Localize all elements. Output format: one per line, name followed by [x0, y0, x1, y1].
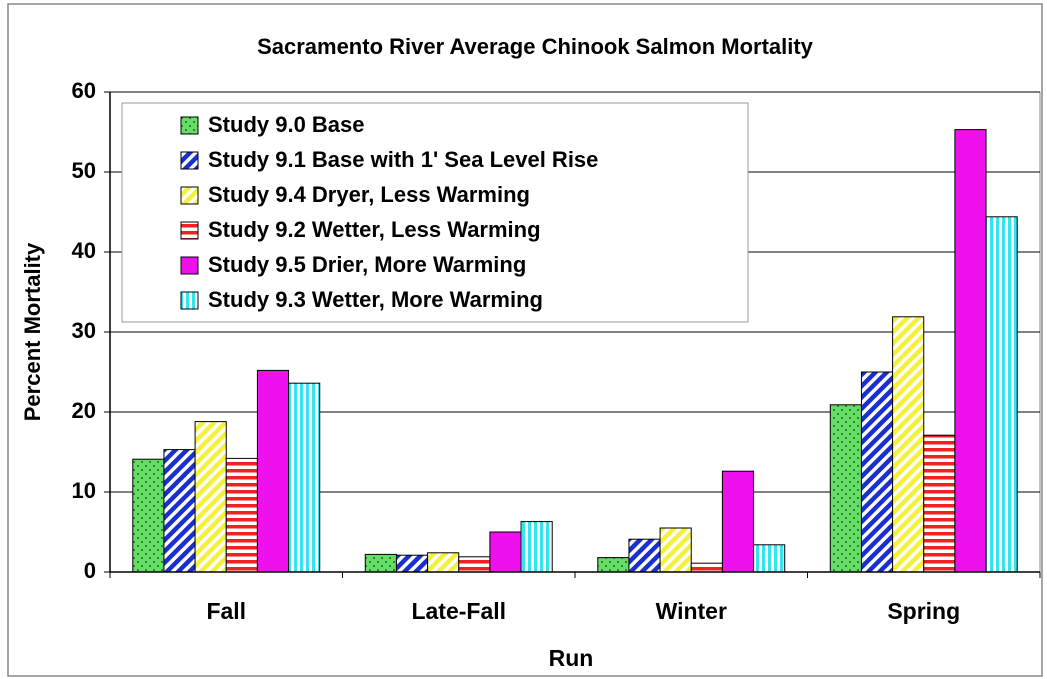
legend-swatch	[180, 291, 199, 310]
bar	[628, 538, 661, 573]
bar	[427, 552, 460, 573]
legend-swatch	[180, 151, 199, 170]
bar	[954, 129, 987, 573]
legend-label: Study 9.0 Base	[208, 112, 365, 137]
legend-label: Study 9.2 Wetter, Less Warming	[208, 217, 541, 242]
legend-swatch	[180, 221, 199, 240]
x-tick-label: Spring	[887, 598, 960, 624]
y-tick-label: 60	[72, 78, 96, 103]
bar	[520, 521, 553, 573]
bar	[132, 458, 165, 573]
y-tick-label: 0	[84, 558, 96, 583]
bar	[395, 554, 429, 573]
y-axis-label: Percent Mortality	[20, 242, 45, 421]
legend-label: Study 9.4 Dryer, Less Warming	[208, 182, 530, 207]
bar	[659, 527, 692, 573]
y-tick-label: 20	[72, 398, 96, 423]
bar	[489, 531, 522, 573]
legend-swatch	[180, 116, 199, 135]
bar	[256, 369, 290, 573]
legend-label: Study 9.5 Drier, More Warming	[208, 252, 526, 277]
x-tick-label: Fall	[206, 598, 246, 624]
legend-swatch	[180, 256, 199, 275]
bar	[690, 562, 723, 573]
bar	[163, 449, 196, 573]
x-tick-label: Late-Fall	[411, 598, 506, 624]
y-tick-label: 10	[72, 478, 96, 503]
bar	[892, 316, 925, 573]
bar	[597, 557, 630, 573]
bar	[829, 404, 862, 573]
chart-title: Sacramento River Average Chinook Salmon …	[257, 34, 814, 59]
bar	[458, 556, 491, 573]
y-tick-label: 30	[72, 318, 96, 343]
legend-box	[121, 102, 749, 323]
legend-label: Study 9.3 Wetter, More Warming	[208, 287, 543, 312]
bar	[985, 216, 1018, 573]
legend-swatch	[180, 186, 199, 205]
bar	[923, 434, 956, 573]
bar	[364, 553, 397, 573]
bar	[860, 371, 894, 573]
x-tick-label: Winter	[656, 598, 727, 624]
bar	[225, 457, 258, 573]
y-tick-label: 50	[72, 158, 96, 183]
bar	[194, 421, 227, 573]
bar	[288, 382, 321, 573]
x-axis-label: Run	[549, 645, 594, 671]
legend-label: Study 9.1 Base with 1' Sea Level Rise	[208, 147, 598, 172]
bar	[753, 544, 786, 573]
bar	[721, 470, 755, 573]
y-tick-label: 40	[72, 238, 96, 263]
